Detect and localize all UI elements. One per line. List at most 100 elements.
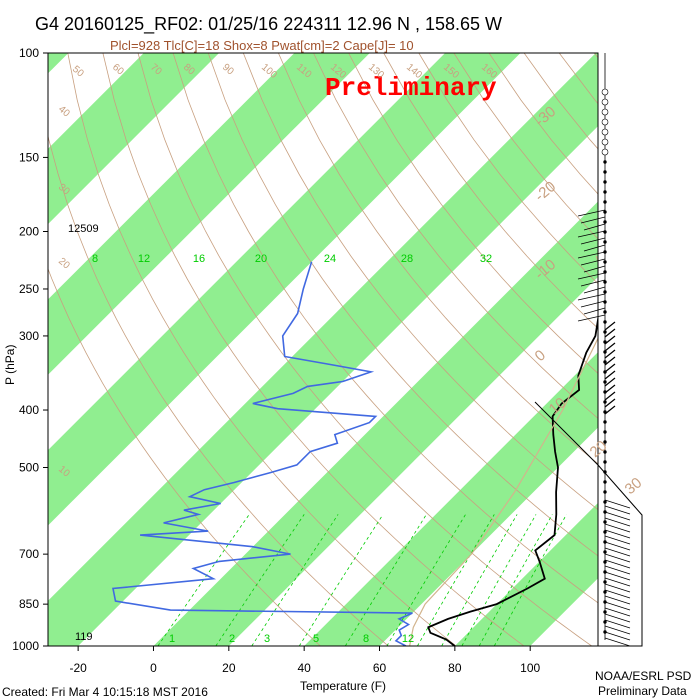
wind-barb-dot (603, 480, 607, 484)
wind-barb-dot (603, 430, 607, 434)
mixing-ratio-line (441, 514, 518, 646)
isotherm-band (48, 53, 220, 225)
wind-barb-dot (603, 520, 607, 524)
wind-barb (604, 398, 616, 408)
preliminary-stamp: Preliminary (325, 73, 497, 103)
wind-barb (583, 286, 606, 294)
wind-barb-dot (603, 160, 607, 164)
wind-barb (604, 625, 631, 635)
wind-barb-dot (603, 380, 607, 384)
wind-barb (604, 541, 631, 551)
x-axis-label: Temperature (F) (300, 679, 386, 693)
wind-barb (604, 571, 631, 581)
mixing-ratio-label: 28 (401, 253, 413, 265)
mixing-ratio-label: 32 (480, 253, 492, 265)
wind-barb (583, 265, 606, 273)
chart-title: G4 20160125_RF02: 01/25/16 224311 12.96 … (35, 14, 502, 35)
temperature-line (427, 314, 598, 646)
wind-barb-dot (603, 620, 607, 624)
mixing-ratio-label: 1 (169, 633, 175, 645)
wind-barb (583, 223, 606, 231)
mixing-ratio-label: 24 (324, 253, 336, 265)
wind-barb-dot (603, 420, 607, 424)
mixing-ratio-line (478, 514, 553, 646)
wind-barb (604, 619, 631, 629)
y-axis-label: P (hPa) (3, 345, 17, 385)
wind-barb-dot (603, 590, 607, 594)
x-tick-label: 0 (150, 661, 157, 675)
wind-barb (604, 631, 631, 641)
wind-barb (604, 535, 631, 545)
mixing-ratio-label: 20 (255, 253, 267, 265)
wind-barb-dot (603, 450, 607, 454)
isotherm-band (48, 53, 69, 74)
wind-barb-dot (601, 98, 609, 106)
wind-barb (604, 589, 631, 599)
wind-barb (604, 499, 631, 509)
wind-barb (577, 272, 606, 280)
x-tick-label: -20 (69, 661, 87, 675)
bottom-height-label: 119 (75, 631, 93, 643)
wind-barb-dot (603, 260, 607, 264)
y-tick-label: 500 (19, 460, 39, 474)
isotherm-band (454, 502, 598, 646)
created-timestamp: Created: Fri Mar 4 10:15:18 MST 2016 (2, 685, 208, 699)
wind-barb (604, 321, 616, 331)
wind-barb (604, 356, 616, 366)
wind-barb-dot (603, 280, 607, 284)
mixing-ratio-line (461, 514, 537, 646)
wind-barb-dot (603, 400, 607, 404)
wind-barb (604, 601, 631, 611)
wind-barb-dot (601, 88, 609, 96)
wind-barb (604, 349, 616, 359)
mixing-ratio-bottom-labels: 1 2 3 5 8 12 (169, 633, 414, 645)
x-tick-label: 40 (297, 661, 311, 675)
wind-barb-dot (603, 350, 607, 354)
org-label: NOAA/ESRL PSD (595, 669, 692, 683)
wind-barb (604, 613, 631, 623)
wind-barb-dot (603, 290, 607, 294)
mixing-ratio-label: 12 (402, 633, 414, 645)
wind-barb-dot (603, 200, 607, 204)
y-tick-label: 250 (19, 282, 39, 296)
wind-barb (577, 230, 606, 238)
wind-barb-panel (534, 53, 643, 647)
dry-adiabat-line (242, 53, 598, 511)
wind-barb (604, 328, 616, 338)
y-tick-label: 850 (19, 597, 39, 611)
wind-barb (580, 237, 606, 245)
wind-barb (577, 314, 606, 322)
y-tick-label: 1000 (12, 639, 39, 653)
wind-barb (604, 511, 631, 521)
dry-adiabat-line (629, 53, 700, 646)
wind-barb (604, 529, 631, 539)
mixing-ratio-label: 3 (264, 633, 270, 645)
wind-barb-dot (603, 610, 607, 614)
x-tick-label: 80 (448, 661, 462, 675)
wind-barb (604, 559, 631, 569)
wind-barb-dot (603, 530, 607, 534)
wind-barb-dot (601, 118, 609, 126)
dry-adiabat-line (383, 53, 598, 329)
wind-barb (580, 258, 606, 266)
isotherm-band (304, 352, 598, 646)
wind-barb (604, 553, 631, 563)
mixing-ratio-label: 8 (92, 253, 98, 265)
wind-barb (604, 363, 616, 373)
wind-barb (604, 595, 631, 605)
wind-panel-outline (534, 401, 643, 647)
wind-barb-dot (601, 148, 609, 156)
x-tick-label: 100 (520, 661, 540, 675)
wind-barb-dot (603, 310, 607, 314)
wind-barb-dot (603, 190, 607, 194)
y-axis-ticks: 100 150 200 250 300 400 500 700 850 1000 (12, 46, 48, 653)
dry-adiabat-line (102, 53, 525, 646)
wind-barb-dot (603, 330, 607, 334)
top-height-label: 12509 (68, 223, 99, 235)
wind-barb-dot (603, 550, 607, 554)
mixing-ratio-line (298, 514, 384, 646)
dry-adiabat-line (48, 134, 389, 646)
dry-adiabat-line (137, 53, 592, 646)
wind-barb-dot (603, 500, 607, 504)
